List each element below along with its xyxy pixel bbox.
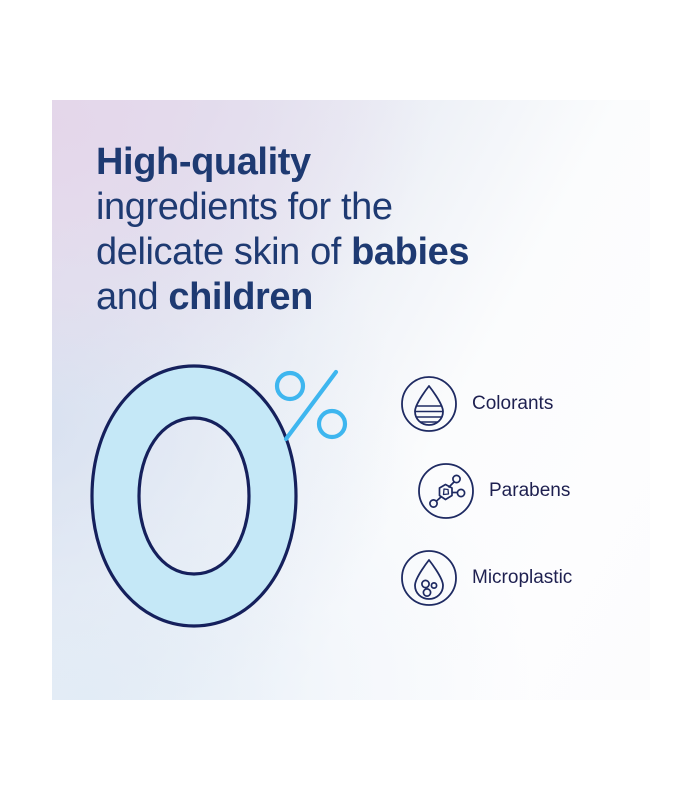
list-item-label: Parabens (489, 480, 571, 501)
headline-line-2: ingredients for the (96, 185, 576, 230)
droplet-bubbles-icon (400, 549, 458, 607)
list-item-label: Microplastic (472, 567, 573, 588)
page-title: High-quality ingredients for the delicat… (96, 140, 576, 320)
headline-line-2-regular: ingredients for the (96, 186, 393, 228)
list-item[interactable]: Parabens (417, 462, 570, 520)
headline-line-1-bold: High-quality (96, 141, 311, 183)
promo-card: High-quality ingredients for the delicat… (52, 100, 650, 700)
list-item[interactable]: Microplastic (400, 549, 572, 607)
list-item-label: Colorants (472, 393, 554, 414)
headline-line-3-bold: babies (351, 231, 470, 273)
big-zero-icon (90, 364, 298, 628)
zero-percent-graphic (84, 362, 354, 630)
percent-sign-icon (274, 369, 348, 442)
headline-line-4-regular: and (96, 276, 169, 318)
headline-line-4: and children (96, 275, 576, 320)
headline-line-3: delicate skin of babies (96, 230, 576, 275)
headline-line-4-bold: children (168, 276, 313, 318)
striped-droplet-icon (400, 375, 458, 433)
list-item[interactable]: Colorants (400, 375, 553, 433)
molecule-icon (417, 462, 475, 520)
headline-line-3-regular: delicate skin of (96, 231, 352, 273)
headline-line-1: High-quality (96, 140, 576, 185)
